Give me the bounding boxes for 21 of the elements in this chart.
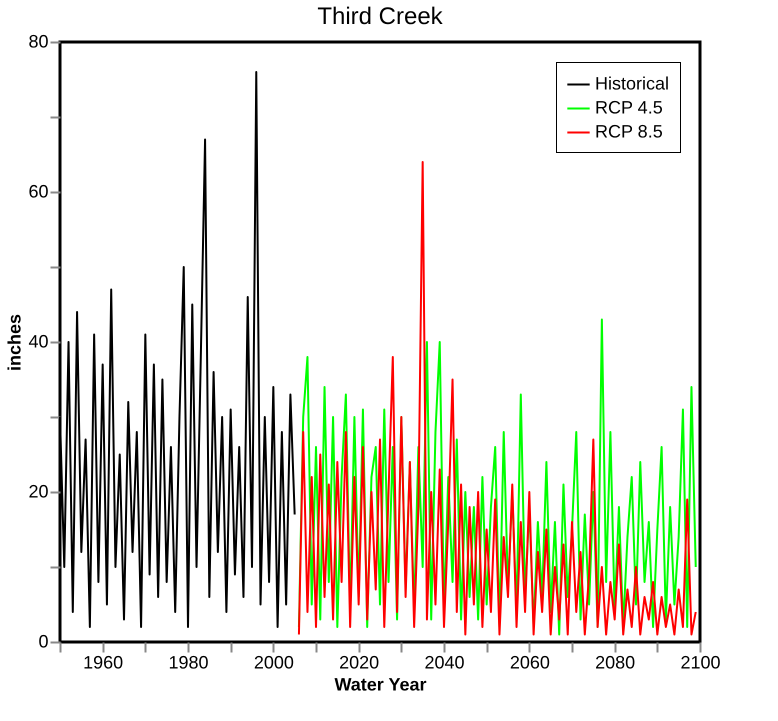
x-tick-label: 2040 [424, 652, 465, 672]
x-tick-label: 2060 [510, 652, 550, 672]
x-tick-label: 2100 [680, 652, 721, 672]
chart-title: Third Creek [317, 3, 444, 30]
x-tick-label: 1960 [83, 652, 124, 672]
y-axis-title: inches [4, 314, 24, 372]
x-axis-title: Water Year [334, 674, 427, 694]
x-tick-label: 1980 [168, 652, 209, 672]
y-tick-label: 20 [28, 482, 48, 502]
y-tick-label: 0 [38, 632, 48, 652]
x-tick-label: 2000 [254, 652, 294, 672]
y-tick-label: 80 [28, 32, 48, 52]
legend-label: RCP 4.5 [595, 98, 663, 118]
line-series [298, 318, 697, 636]
x-tick-label: 2080 [595, 652, 636, 672]
x-tick-label: 2020 [339, 652, 380, 672]
y-tick-label: 60 [28, 182, 48, 202]
legend-label: Historical [595, 74, 670, 94]
line-series [298, 161, 697, 636]
legend-label: RCP 8.5 [595, 122, 663, 142]
y-tick-label: 40 [28, 332, 48, 352]
